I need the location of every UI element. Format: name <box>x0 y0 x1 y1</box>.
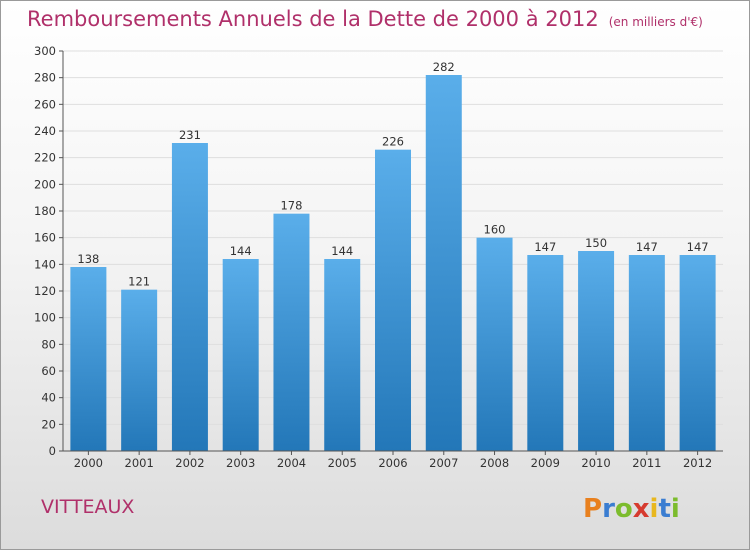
y-tick-label: 140 <box>34 257 56 271</box>
unit-label: (en milliers d'€) <box>608 15 703 29</box>
bar-value-label: 121 <box>128 275 150 289</box>
bar-2002 <box>171 143 208 451</box>
x-axis: 2000 2001 2002 2003 2004 2005 2006 2007 2008 2009… <box>63 450 723 470</box>
bar-value-label: 144 <box>331 244 353 258</box>
y-tick-label: 240 <box>34 124 56 138</box>
bar-2000 <box>70 267 107 451</box>
y-tick-label: 60 <box>41 364 56 378</box>
x-tick-label: 2005 <box>328 456 357 470</box>
bar-2004 <box>273 213 310 451</box>
bar-value-label: 138 <box>77 252 99 266</box>
y-tick-label: 300 <box>34 44 56 58</box>
bar-2009 <box>527 255 564 451</box>
x-tick-label: 2001 <box>125 456 154 470</box>
y-tick-label: 20 <box>41 417 56 431</box>
x-tick-label: 2000 <box>74 456 103 470</box>
y-tick-label: 0 <box>49 444 56 458</box>
bar-2010 <box>578 251 615 451</box>
bar-value-label: 147 <box>534 240 556 254</box>
bar-2012 <box>679 255 716 451</box>
y-tick-label: 180 <box>34 204 56 218</box>
bar-2011 <box>628 255 665 451</box>
bar-value-label: 150 <box>585 236 607 250</box>
svg-text:Proxiti: Proxiti <box>583 494 680 524</box>
y-tick-label: 120 <box>34 284 56 298</box>
x-tick-label: 2006 <box>378 456 407 470</box>
bar-value-label: 147 <box>687 240 709 254</box>
bar-value-label: 160 <box>484 223 506 237</box>
bar-value-label: 178 <box>280 199 302 213</box>
y-tick-label: 280 <box>34 71 56 85</box>
y-tick-label: 80 <box>41 337 56 351</box>
y-tick-label: 200 <box>34 177 56 191</box>
y-tick-label: 260 <box>34 97 56 111</box>
proxiti-logo: Proxiti <box>583 494 680 524</box>
x-tick-label: 2007 <box>429 456 458 470</box>
bar-2007 <box>425 75 462 451</box>
bar-2001 <box>121 289 158 451</box>
x-tick-label: 2008 <box>480 456 509 470</box>
x-tick-label: 2002 <box>175 456 204 470</box>
chart-title: Remboursements Annuels de la Dette de 20… <box>27 7 703 31</box>
bar-value-label: 231 <box>179 128 201 142</box>
bar-value-label: 147 <box>636 240 658 254</box>
y-axis: 0 20 40 60 80 100 120 140 160 180 200 220 240 260 280 3… <box>34 44 64 458</box>
x-tick-label: 2011 <box>632 456 661 470</box>
title-text: Remboursements Annuels de la Dette de 20… <box>27 7 599 31</box>
y-tick-label: 220 <box>34 151 56 165</box>
y-tick-label: 100 <box>34 311 56 325</box>
bar-value-label: 282 <box>433 60 455 74</box>
x-tick-label: 2012 <box>683 456 712 470</box>
bar-2008 <box>476 237 513 451</box>
y-tick-label: 40 <box>41 391 56 405</box>
bars: 138 121 231 144 178 144 226 282 160 147 150 147 147 <box>70 60 716 451</box>
x-tick-label: 2009 <box>531 456 560 470</box>
x-tick-label: 2010 <box>581 456 610 470</box>
x-tick-label: 2003 <box>226 456 255 470</box>
x-tick-label: 2004 <box>277 456 306 470</box>
bar-value-label: 144 <box>230 244 252 258</box>
bar-2006 <box>375 149 411 451</box>
commune-name: VITTEAUX <box>41 496 135 518</box>
bar-value-label: 226 <box>382 135 404 149</box>
bar-2005 <box>324 259 361 451</box>
y-tick-label: 160 <box>34 231 56 245</box>
bar-2003 <box>222 259 259 451</box>
